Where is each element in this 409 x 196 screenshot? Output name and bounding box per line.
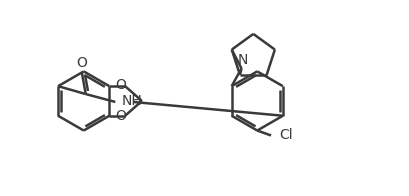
Text: O: O	[76, 56, 87, 71]
Text: O: O	[115, 109, 126, 123]
Text: O: O	[115, 78, 126, 92]
Text: N: N	[237, 54, 248, 67]
Text: NH: NH	[121, 94, 142, 108]
Text: Cl: Cl	[279, 128, 292, 142]
